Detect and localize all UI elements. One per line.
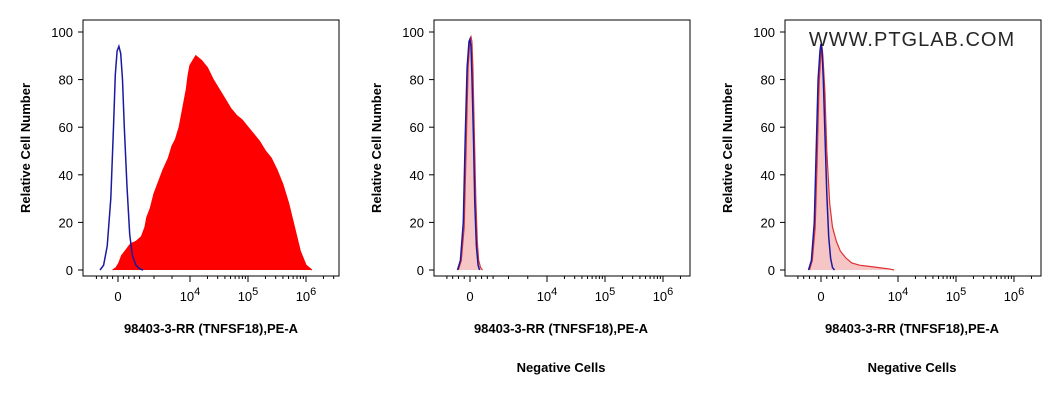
- x-tick-exponent: 6: [1018, 286, 1024, 298]
- series-fill-1: [809, 46, 895, 270]
- y-tick-label: 40: [761, 168, 775, 183]
- y-tick-label: 20: [761, 215, 775, 230]
- y-tick-label: 80: [59, 73, 73, 88]
- y-axis-label: Relative Cell Number: [369, 83, 384, 213]
- x-tick-exponent: 4: [902, 286, 908, 298]
- series-outline-1: [457, 34, 483, 271]
- y-tick-label: 40: [410, 168, 424, 183]
- watermark: WWW.PTGLAB.COM: [809, 29, 1015, 51]
- y-tick-label: 60: [410, 120, 424, 135]
- x-tick-exponent: 6: [310, 286, 316, 298]
- y-tick-label: 20: [59, 215, 73, 230]
- panel-subtitle: Negative Cells: [868, 360, 957, 375]
- x-tick-label: 106: [296, 286, 317, 304]
- x-tick-exponent: 6: [667, 286, 673, 298]
- y-tick-label: 100: [51, 25, 73, 40]
- plot-frame: [82, 19, 340, 277]
- x-axis-label: 98403-3-RR (TNFSF18),PE-A: [825, 321, 1000, 336]
- series-outline-1: [808, 46, 895, 271]
- x-tick-label: 104: [537, 286, 558, 304]
- x-tick-label: 0: [466, 289, 473, 304]
- y-tick-label: 0: [66, 263, 73, 278]
- x-tick-exponent: 4: [551, 286, 557, 298]
- y-tick-label: 60: [59, 120, 73, 135]
- x-tick-label: 104: [888, 286, 909, 304]
- x-tick-exponent: 5: [252, 286, 258, 298]
- x-tick-label: 104: [180, 286, 201, 304]
- x-tick-label: 0: [817, 289, 824, 304]
- series-line-2: [807, 43, 836, 271]
- x-tick-label: 105: [946, 286, 967, 304]
- y-axis-label: Relative Cell Number: [720, 83, 735, 213]
- series-fill-1: [458, 36, 483, 270]
- y-tick-label: 80: [761, 73, 775, 88]
- x-tick-label: 0: [114, 289, 121, 304]
- x-tick-label: 106: [1004, 286, 1025, 304]
- series-line-2: [456, 36, 481, 271]
- x-tick-exponent: 5: [609, 286, 615, 298]
- y-tick-label: 100: [753, 25, 775, 40]
- histogram-panel-3: 0 20 40 60 80 100 Relative Cell Number 0 104 105 1…: [720, 19, 1042, 375]
- y-tick-label: 80: [410, 73, 424, 88]
- y-tick-label: 0: [768, 263, 775, 278]
- y-tick-label: 0: [417, 263, 424, 278]
- histogram-panel-1: 0 20 40 60 80 100 Relative Cell Number 0 104 105 1…: [18, 19, 340, 336]
- y-axis-label: Relative Cell Number: [18, 83, 33, 213]
- plot-frame: [784, 19, 1042, 277]
- x-tick-exponent: 5: [960, 286, 966, 298]
- plot-frame: [433, 19, 691, 277]
- series-outline-1: [112, 54, 313, 271]
- histogram-panel-2: 0 20 40 60 80 100 Relative Cell Number 0 104 105 1…: [369, 19, 691, 375]
- x-axis-label: 98403-3-RR (TNFSF18),PE-A: [474, 321, 649, 336]
- x-tick-label: 105: [595, 286, 616, 304]
- series-line-2: [99, 43, 144, 271]
- y-tick-label: 40: [59, 168, 73, 183]
- x-axis-label: 98403-3-RR (TNFSF18),PE-A: [124, 321, 299, 336]
- series-fill-1: [112, 55, 312, 270]
- y-tick-label: 60: [761, 120, 775, 135]
- y-tick-label: 100: [402, 25, 424, 40]
- x-tick-label: 105: [238, 286, 259, 304]
- x-tick-exponent: 4: [194, 286, 200, 298]
- y-tick-label: 20: [410, 215, 424, 230]
- panel-subtitle: Negative Cells: [517, 360, 606, 375]
- x-tick-label: 106: [653, 286, 674, 304]
